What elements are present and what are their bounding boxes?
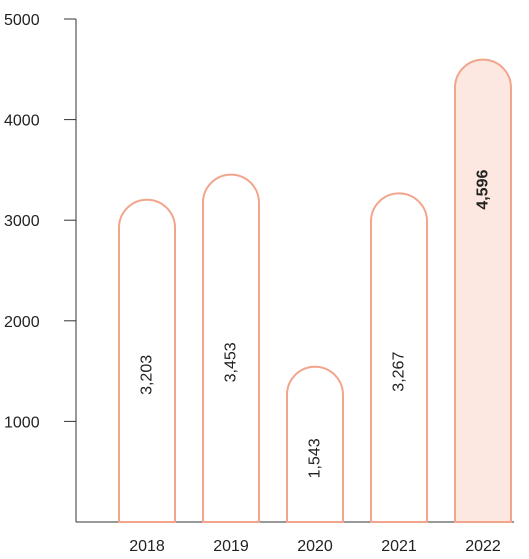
x-tick-label-2022: 2022 <box>465 538 501 555</box>
y-tick-label: 5000 <box>4 12 40 29</box>
bar-2020 <box>286 365 344 523</box>
x-tick-label-2019: 2019 <box>213 538 249 555</box>
x-tick-label-2021: 2021 <box>381 538 417 555</box>
y-tick-label: 1000 <box>4 414 40 431</box>
y-tick-label: 2000 <box>4 314 40 331</box>
bar-value-label-2019: 3,453 <box>223 342 240 382</box>
bar-2022 <box>454 58 512 523</box>
bar-value-label-2021: 3,267 <box>391 352 408 392</box>
y-tick-label: 3000 <box>4 213 40 230</box>
bar-value-label-2022: 4,596 <box>475 170 492 210</box>
x-tick-label-2018: 2018 <box>129 538 165 555</box>
x-axis-labels: 2018 2019 2020 2021 2022 <box>129 538 501 555</box>
bar-2021 <box>370 192 428 523</box>
y-axis-ticks: 1000 2000 3000 4000 5000 <box>4 12 76 431</box>
bar-value-label-2020: 1,543 <box>307 438 324 478</box>
bar-2018 <box>118 198 176 523</box>
bar-2019 <box>202 173 260 523</box>
x-tick-label-2020: 2020 <box>297 538 333 555</box>
bar-value-label-2018: 3,203 <box>139 355 156 395</box>
bars: 3,203 3,453 1,543 3,267 4,596 <box>118 58 512 523</box>
y-tick-label: 4000 <box>4 113 40 130</box>
